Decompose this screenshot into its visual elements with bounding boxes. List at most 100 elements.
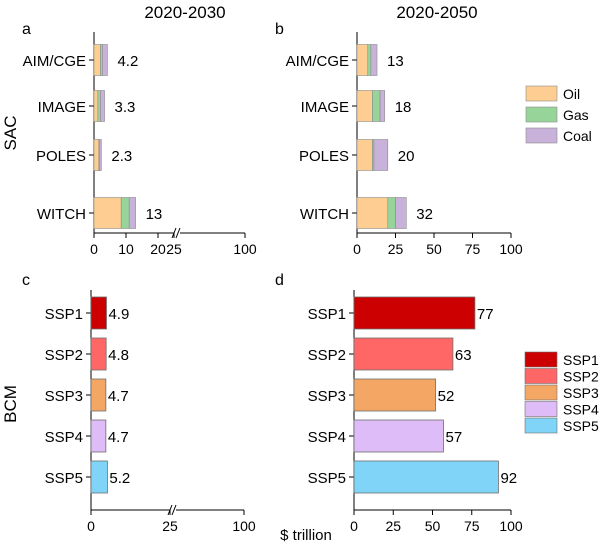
bar-a-image-gas: [97, 90, 101, 122]
data-label-b-image: 18: [395, 99, 412, 116]
legend-swatch-gas: [525, 106, 558, 123]
legend-swatch-ssp5: [524, 417, 558, 434]
legend-swatch-ssp4: [524, 401, 558, 417]
bar-a-witch-oil: [93, 197, 122, 229]
x-tick-label-c-100: 100: [232, 518, 256, 534]
category-label-b-poles: POLES: [299, 148, 349, 165]
bar-a-poles-oil: [93, 139, 100, 171]
legend-label-ssp2: SSP2: [563, 369, 599, 385]
category-label-a-aim-cge: AIM/CGE: [23, 53, 86, 70]
data-label-b-aim-cge: 13: [387, 53, 404, 70]
category-label-c-ssp1: SSP1: [45, 306, 83, 323]
bar-a-poles-coal: [99, 139, 102, 171]
bar-c-ssp5: [90, 460, 108, 494]
data-label-c-ssp5: 5.2: [109, 470, 130, 487]
bar-a-aim-cge-oil: [93, 44, 101, 76]
x-tick-label-b-100: 100: [499, 241, 523, 257]
x-tick-label-a-100: 100: [233, 241, 257, 257]
panel-letter-b: b: [275, 21, 284, 38]
category-label-d-ssp5: SSP5: [308, 470, 346, 487]
data-label-c-ssp3: 4.7: [108, 388, 129, 405]
panel-c: c 0 25 100 SSP1 SSP2 SSP3 SSP4 SSP5 4.9 4.8 4.7 4.7 5…: [22, 272, 256, 534]
category-label-c-ssp5: SSP5: [45, 470, 83, 487]
category-label-b-image: IMAGE: [301, 99, 349, 116]
legend-label-ssp1: SSP1: [563, 352, 599, 368]
category-label-a-witch: WITCH: [37, 206, 86, 223]
data-label-a-image: 3.3: [115, 99, 136, 116]
col-title-2020-2030: 2020-2030: [144, 3, 225, 22]
bar-b-witch-coal: [395, 197, 407, 229]
category-label-a-image: IMAGE: [38, 99, 86, 116]
legend-swatch-coal: [525, 127, 558, 144]
panel-letter-c: c: [22, 272, 30, 289]
data-label-a-poles: 2.3: [111, 148, 132, 165]
legend-label-ssp5: SSP5: [563, 418, 599, 434]
legend-label-ssp4: SSP4: [563, 402, 599, 418]
data-label-c-ssp4: 4.7: [108, 429, 129, 446]
data-label-c-ssp1: 4.9: [108, 306, 129, 323]
bar-a-witch-gas: [120, 197, 130, 229]
data-label-a-aim-cge: 4.2: [117, 53, 138, 70]
category-label-d-ssp3: SSP3: [308, 388, 346, 405]
x-tick-label-a-10: 10: [118, 241, 134, 257]
bar-c-ssp3: [90, 378, 107, 412]
x-tick-label-b-50: 50: [426, 241, 442, 257]
bar-d-ssp4: [353, 419, 444, 453]
bar-b-witch-oil: [356, 197, 389, 229]
category-label-b-aim-cge: AIM/CGE: [286, 53, 349, 70]
bar-c-ssp2: [90, 337, 107, 371]
legend-label-gas: Gas: [563, 107, 589, 123]
data-label-a-witch: 13: [146, 206, 163, 223]
data-label-d-ssp1: 77: [477, 306, 494, 323]
bar-d-ssp3: [353, 378, 437, 412]
data-label-b-witch: 32: [416, 206, 433, 223]
axis-break-mark-a-2: [175, 227, 181, 239]
bar-a-witch-coal: [128, 197, 136, 229]
bar-d-ssp5: [353, 460, 499, 494]
legend-swatch-ssp2: [524, 368, 558, 384]
bar-b-poles-oil: [356, 139, 373, 171]
legend-label-coal: Coal: [563, 128, 592, 144]
x-tick-label-c-0: 0: [87, 518, 95, 534]
legend-sac: Oil Gas Coal: [525, 85, 592, 144]
panel-a: a 0 10 20 25 100 AIM/CGE IMAGE POLES WITCH 4.2 3.3 2…: [22, 21, 257, 257]
data-label-b-poles: 20: [398, 148, 415, 165]
data-label-d-ssp4: 57: [445, 429, 462, 446]
category-label-d-ssp4: SSP4: [308, 429, 346, 446]
bar-c-ssp1: [90, 296, 107, 330]
x-tick-label-d-25: 25: [385, 518, 401, 534]
category-label-d-ssp1: SSP1: [308, 306, 346, 323]
x-tick-label-d-50: 50: [425, 518, 441, 534]
x-tick-label-a-20: 20: [150, 241, 166, 257]
bar-d-ssp1: [353, 296, 476, 330]
legend-label-oil: Oil: [563, 86, 580, 102]
legend-label-ssp3: SSP3: [563, 385, 599, 401]
bar-b-aim-cge-coal: [370, 44, 378, 76]
bar-b-image-oil: [356, 90, 373, 122]
bar-b-image-gas: [372, 90, 381, 122]
x-tick-label-c-25: 25: [162, 518, 178, 534]
bar-a-image-coal: [100, 90, 105, 122]
x-tick-label-b-75: 75: [465, 241, 481, 257]
category-label-a-poles: POLES: [36, 148, 86, 165]
col-title-2020-2050: 2020-2050: [396, 3, 477, 22]
axis-break-mark-c-2: [171, 504, 177, 516]
category-label-d-ssp2: SSP2: [308, 347, 346, 364]
row-label-sac: SAC: [1, 116, 20, 151]
x-tick-label-d-0: 0: [350, 518, 358, 534]
bar-c-ssp4: [90, 419, 107, 453]
data-label-d-ssp5: 92: [500, 470, 517, 487]
legend-swatch-oil: [525, 85, 558, 102]
category-label-b-witch: WITCH: [300, 206, 349, 223]
x-tick-label-d-75: 75: [464, 518, 480, 534]
data-label-d-ssp3: 52: [438, 388, 455, 405]
panel-d: d 0 25 50 75 100 SSP1 SSP2 SSP3 SSP4 SSP5 77 63 52 57 9…: [275, 272, 523, 534]
row-label-bcm: BCM: [1, 385, 20, 423]
panel-letter-d: d: [275, 272, 284, 289]
category-label-c-ssp4: SSP4: [45, 429, 83, 446]
category-label-c-ssp2: SSP2: [45, 347, 83, 364]
shared-x-label: $ trillion: [280, 527, 332, 544]
bar-a-image-oil: [93, 90, 99, 122]
legend-swatch-ssp1: [524, 351, 558, 368]
